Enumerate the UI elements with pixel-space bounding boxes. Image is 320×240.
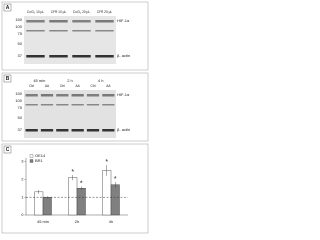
lane-label: CFR 20 μL xyxy=(97,10,113,14)
legend-label: OE14 xyxy=(35,153,46,158)
band xyxy=(72,20,91,23)
y-tick-label: 0 xyxy=(21,212,24,217)
lane-label: Ctrl xyxy=(29,84,34,88)
x-tick-label: 2h xyxy=(75,219,79,224)
legend-swatch xyxy=(29,154,34,158)
y-tick-label: 1 xyxy=(21,194,24,199)
band xyxy=(25,129,38,132)
panel-b-frame xyxy=(1,72,149,142)
panel-label-box xyxy=(3,3,12,12)
bar xyxy=(110,184,120,216)
band xyxy=(40,104,54,106)
significance: * xyxy=(80,180,83,187)
band-label: HIF-1α xyxy=(117,92,130,97)
bar xyxy=(76,188,86,216)
marker-label: 37 xyxy=(18,53,23,58)
page: A B C 150 100 75 50 37 CoCl₂ 10 μL CFR 10 μL Co… xyxy=(0,0,150,235)
marker-label: 150 xyxy=(15,91,22,96)
band xyxy=(26,30,45,32)
band xyxy=(102,129,115,132)
panel-label: C xyxy=(6,147,10,153)
x-tick-label: 4h xyxy=(109,219,113,224)
panel-label-box xyxy=(3,145,12,154)
group-label: 4 h xyxy=(98,78,104,83)
significance: * xyxy=(105,159,108,166)
band xyxy=(56,104,69,106)
marker-label: 75 xyxy=(18,31,23,36)
band xyxy=(26,55,45,58)
group-label: 2 h xyxy=(67,78,73,83)
band xyxy=(95,55,114,58)
lane-label: CoCl₂ 20 μL xyxy=(73,10,90,14)
band xyxy=(86,104,100,106)
legend-label: BR1 xyxy=(35,158,44,163)
band xyxy=(71,129,84,132)
band xyxy=(102,104,115,106)
lane-label: AA xyxy=(45,84,50,88)
band xyxy=(56,129,69,132)
band xyxy=(86,94,100,97)
band xyxy=(95,20,114,23)
band-label: β- actin xyxy=(117,53,130,58)
marker-label: 37 xyxy=(18,127,23,132)
marker-label: 75 xyxy=(18,105,23,110)
panel-a-frame xyxy=(1,1,149,71)
band-label: HIF-1α xyxy=(117,18,130,23)
band xyxy=(56,94,69,97)
band xyxy=(26,20,45,23)
band xyxy=(72,30,91,32)
band xyxy=(102,94,115,97)
significance: * xyxy=(114,176,117,183)
band xyxy=(49,30,68,32)
panel-label-box xyxy=(3,74,12,83)
panel-label: B xyxy=(6,76,10,82)
y-tick-label: 3 xyxy=(21,159,24,164)
bar xyxy=(34,191,44,216)
lane-label: CoCl₂ 10 μL xyxy=(27,10,44,14)
band xyxy=(95,30,114,32)
marker-label: 150 xyxy=(15,17,22,22)
marker-label: 100 xyxy=(15,98,22,103)
band xyxy=(40,129,54,132)
group-label: 45 min xyxy=(33,78,45,83)
band xyxy=(71,104,84,106)
significance: * xyxy=(71,169,74,176)
x-tick-label: 45 min xyxy=(37,219,49,224)
lane-label: CFR 10 μL xyxy=(51,10,67,14)
lane-label: AA xyxy=(106,84,111,88)
band-label: β- actin xyxy=(117,127,130,132)
band xyxy=(49,20,68,23)
bar xyxy=(68,177,78,216)
band xyxy=(86,129,100,132)
band xyxy=(49,55,68,58)
band xyxy=(25,94,38,97)
y-tick-label: 2 xyxy=(21,176,24,181)
marker-label: 100 xyxy=(15,24,22,29)
band xyxy=(71,94,84,97)
legend-swatch xyxy=(29,159,34,163)
bar xyxy=(102,170,112,216)
lane-label: AA xyxy=(76,84,81,88)
marker-label: 50 xyxy=(18,115,23,120)
band xyxy=(40,94,54,97)
lane-label: Ctrl xyxy=(60,84,65,88)
blot-b xyxy=(24,90,116,138)
band xyxy=(25,104,38,106)
lane-label: Ctrl xyxy=(91,84,96,88)
bar xyxy=(42,196,52,216)
panel-label: A xyxy=(6,5,10,11)
band xyxy=(72,55,91,58)
panel-c-frame xyxy=(1,143,149,234)
marker-label: 50 xyxy=(18,41,23,46)
